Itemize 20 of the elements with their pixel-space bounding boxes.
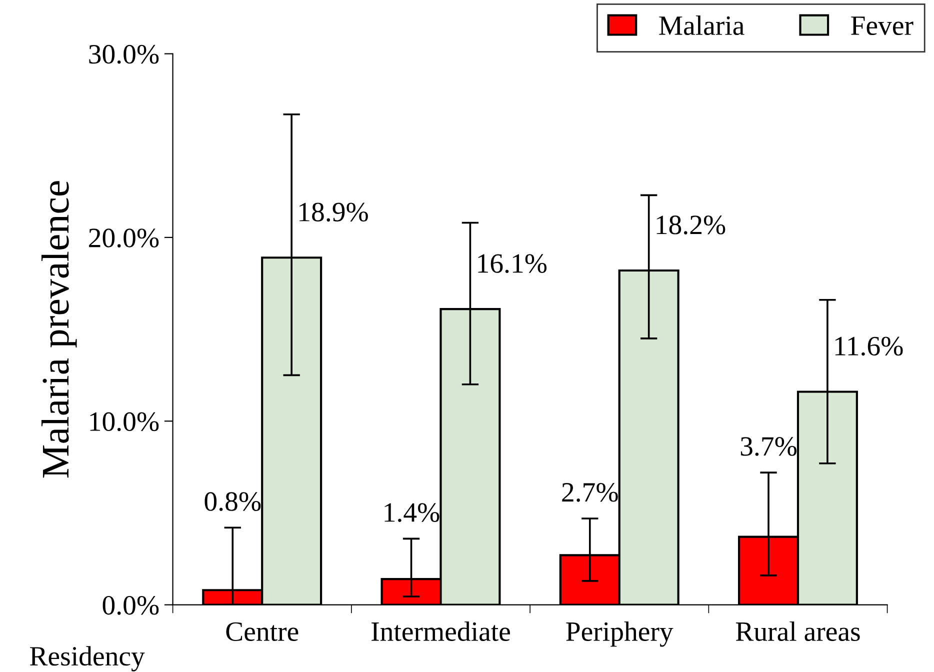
y-tick-label: 0.0% — [102, 596, 159, 615]
data-label: 16.1% — [478, 254, 547, 273]
y-tick-label: 20.0% — [89, 228, 159, 248]
x-tick-label: Rural areas — [736, 621, 860, 642]
y-axis-title: Malaria prevalence — [41, 181, 77, 478]
data-label: 2.7% — [562, 482, 618, 502]
legend-label: Fever — [851, 16, 914, 36]
legend-label: Malaria — [659, 15, 744, 36]
x-axis-title: Residency — [30, 646, 145, 672]
data-label: 1.4% — [384, 503, 440, 522]
data-label: 0.8% — [204, 492, 261, 512]
data-label: 18.9% — [300, 202, 368, 222]
x-tick-label: Periphery — [566, 621, 674, 647]
data-label: 3.7% — [740, 437, 796, 456]
y-tick-label: 30.0% — [89, 44, 159, 64]
x-tick-label: Intermediate — [372, 621, 510, 642]
data-label: 11.6% — [835, 336, 903, 356]
y-tick-label: 10.0% — [90, 412, 159, 432]
x-tick-label: Centre — [226, 622, 298, 642]
data-label: 18.2% — [656, 216, 726, 234]
